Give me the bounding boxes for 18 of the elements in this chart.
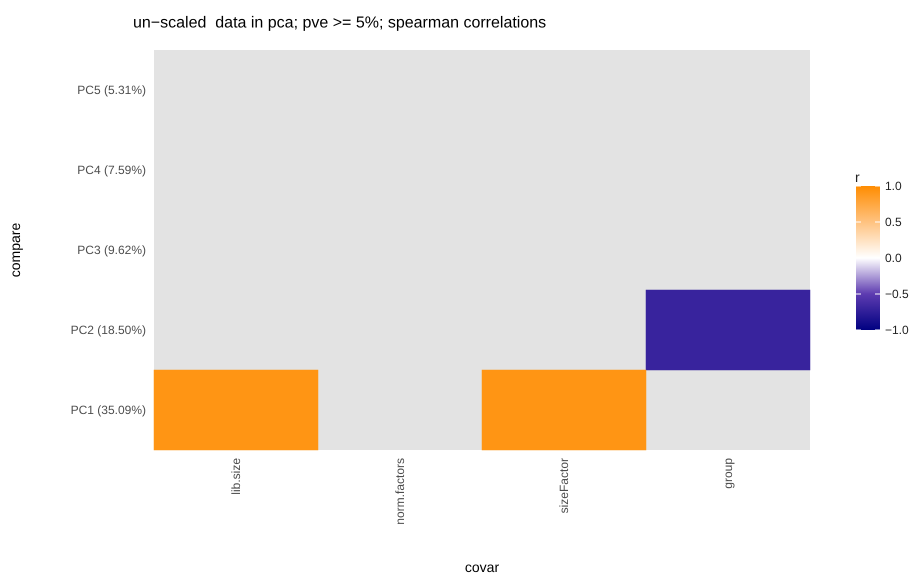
color-bar-label: −1.0 [885, 323, 910, 337]
y-tick-label: PC1 (35.09%) [70, 403, 146, 417]
y-tick-label: PC4 (7.59%) [77, 163, 146, 177]
chart-title: un−scaled data in pca; pve >= 5%; spearman correlations [133, 14, 546, 32]
color-bar-label: 0.5 [885, 215, 902, 229]
y-tick-label: PC3 (9.62%) [77, 243, 146, 257]
color-bar-label: −0.5 [885, 287, 910, 301]
x-axis-title: covar [464, 559, 500, 575]
y-axis-title: compare [7, 222, 23, 278]
x-tick-label: norm.factors [393, 458, 407, 525]
y-tick-label: PC5 (5.31%) [77, 83, 146, 97]
y-tick-label: PC2 (18.50%) [70, 323, 146, 337]
x-tick-label: group [721, 458, 735, 489]
color-bar-label: 1.0 [885, 179, 902, 193]
color-bar-title: r [855, 169, 860, 185]
x-tick-label: lib.size [229, 458, 243, 495]
x-tick-label: sizeFactor [557, 458, 571, 514]
color-bar-label: 0.0 [885, 251, 902, 265]
